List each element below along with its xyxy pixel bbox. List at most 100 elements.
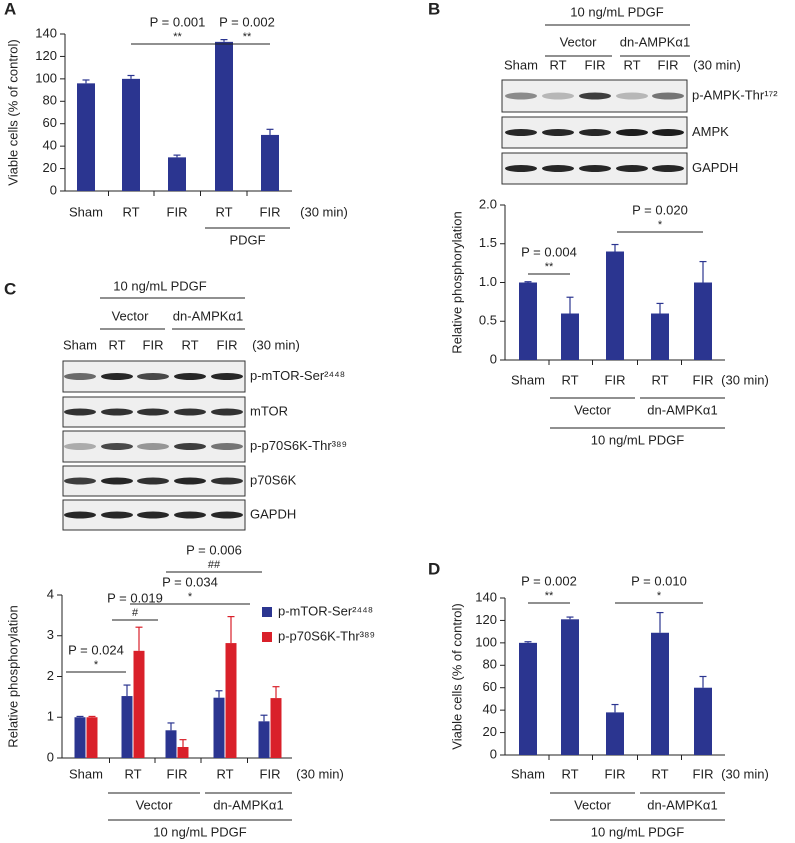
x-tick-label: FIR bbox=[693, 766, 714, 781]
blot-band bbox=[211, 511, 243, 519]
blot-lane: RT bbox=[181, 337, 198, 352]
x-note: (30 min) bbox=[296, 766, 344, 781]
error-bar bbox=[88, 715, 96, 718]
blot-band bbox=[579, 165, 611, 172]
x-tick-label: FIR bbox=[260, 204, 281, 219]
y-tick-label: 80 bbox=[483, 657, 497, 672]
p-value: P = 0.020 bbox=[632, 202, 688, 217]
blot-band bbox=[101, 408, 133, 416]
x-tick-label: Sham bbox=[511, 372, 545, 387]
x-tick-label: RT bbox=[651, 766, 668, 781]
p-value: P = 0.002 bbox=[521, 573, 577, 588]
blot-band bbox=[211, 443, 243, 450]
blot-group: dn-AMPKα1 bbox=[173, 308, 243, 323]
bar bbox=[651, 632, 669, 755]
y-tick-label: 20 bbox=[483, 724, 497, 739]
panel-label: C bbox=[4, 279, 16, 298]
panel-label: D bbox=[428, 559, 440, 578]
error-bar bbox=[656, 611, 664, 633]
blot-band bbox=[579, 129, 611, 136]
group-label: 10 ng/mL PDGF bbox=[153, 824, 247, 839]
blot-row-label: p-AMPK-Thr¹⁷² bbox=[692, 87, 778, 102]
error-bar bbox=[82, 79, 90, 84]
group-label: Vector bbox=[136, 797, 174, 812]
blot-band bbox=[137, 373, 169, 380]
y-tick-label: 40 bbox=[483, 702, 497, 717]
error-bar bbox=[127, 74, 135, 79]
legend-label: p-p70S6K-Thr³⁸⁹ bbox=[278, 628, 375, 643]
bar bbox=[121, 696, 133, 758]
blot-band bbox=[616, 92, 648, 100]
blot-row-label: p-mTOR-Ser²⁴⁴⁸ bbox=[250, 368, 345, 383]
blot-band bbox=[505, 129, 537, 136]
bar bbox=[694, 687, 712, 755]
y-tick-label: 100 bbox=[475, 634, 497, 649]
y-tick-label: 120 bbox=[35, 48, 57, 63]
x-tick-label: RT bbox=[561, 766, 578, 781]
p-value: P = 0.006 bbox=[186, 542, 242, 557]
y-tick-label: 0 bbox=[490, 351, 497, 366]
bar bbox=[561, 313, 579, 360]
legend-swatch bbox=[262, 632, 272, 642]
bar bbox=[519, 642, 537, 755]
error-bar bbox=[699, 675, 707, 688]
blot-band bbox=[652, 165, 684, 172]
blot-band bbox=[211, 477, 243, 485]
bar bbox=[651, 313, 669, 360]
error-bar bbox=[566, 296, 574, 314]
y-axis-label: Relative phosphorylation bbox=[5, 605, 20, 747]
blot-lane: RT bbox=[108, 337, 125, 352]
blot-band bbox=[505, 165, 537, 172]
blot-lane: Sham bbox=[504, 57, 538, 72]
blot-lane: RT bbox=[623, 57, 640, 72]
y-tick-label: 140 bbox=[475, 589, 497, 604]
significance-mark: # bbox=[132, 607, 139, 619]
y-tick-label: 100 bbox=[35, 70, 57, 85]
blot-band bbox=[579, 92, 611, 100]
legend-label: p-mTOR-Ser²⁴⁴⁸ bbox=[278, 603, 373, 618]
significance-mark: ** bbox=[243, 31, 252, 43]
blot-lane: FIR bbox=[217, 337, 238, 352]
significance-mark: ** bbox=[173, 31, 182, 43]
blot-lane: Sham bbox=[63, 337, 97, 352]
x-tick-label: Sham bbox=[511, 766, 545, 781]
x-tick-label: Sham bbox=[69, 204, 103, 219]
y-tick-label: 60 bbox=[43, 115, 57, 130]
error-bar bbox=[524, 281, 532, 283]
y-tick-label: 3 bbox=[47, 627, 54, 642]
p-value: P = 0.001 bbox=[150, 14, 206, 29]
bar bbox=[225, 643, 237, 758]
group-label: 10 ng/mL PDGF bbox=[591, 824, 685, 839]
significance-mark: * bbox=[94, 659, 99, 671]
blot-row-label: p-p70S6K-Thr³⁸⁹ bbox=[250, 438, 347, 453]
x-tick-label: FIR bbox=[605, 766, 626, 781]
error-bar bbox=[699, 260, 707, 283]
bar bbox=[215, 41, 233, 191]
group-label: dn-AMPKα1 bbox=[647, 402, 717, 417]
y-tick-label: 1.0 bbox=[479, 274, 497, 289]
group-label: dn-AMPKα1 bbox=[647, 797, 717, 812]
bar bbox=[165, 730, 177, 758]
y-axis-label: Viable cells (% of control) bbox=[5, 39, 20, 185]
blot-band bbox=[137, 477, 169, 485]
blot-band bbox=[174, 373, 206, 380]
blot-time: (30 min) bbox=[252, 337, 300, 352]
bar bbox=[77, 83, 95, 191]
blot-band bbox=[101, 443, 133, 450]
bar bbox=[168, 157, 186, 191]
significance-mark: * bbox=[658, 219, 663, 231]
blot-band bbox=[211, 408, 243, 416]
error-bar bbox=[260, 714, 268, 722]
blot-band bbox=[652, 92, 684, 100]
x-tick-label: RT bbox=[561, 372, 578, 387]
blot-row-label: AMPK bbox=[692, 124, 729, 139]
error-bar bbox=[524, 641, 532, 643]
error-bar bbox=[656, 302, 664, 314]
y-tick-label: 0.5 bbox=[479, 313, 497, 328]
blot-row-label: p70S6K bbox=[250, 472, 297, 487]
significance-mark: ** bbox=[545, 590, 554, 602]
blot-band bbox=[616, 165, 648, 172]
blot-band bbox=[542, 92, 574, 100]
blot-band bbox=[174, 477, 206, 485]
